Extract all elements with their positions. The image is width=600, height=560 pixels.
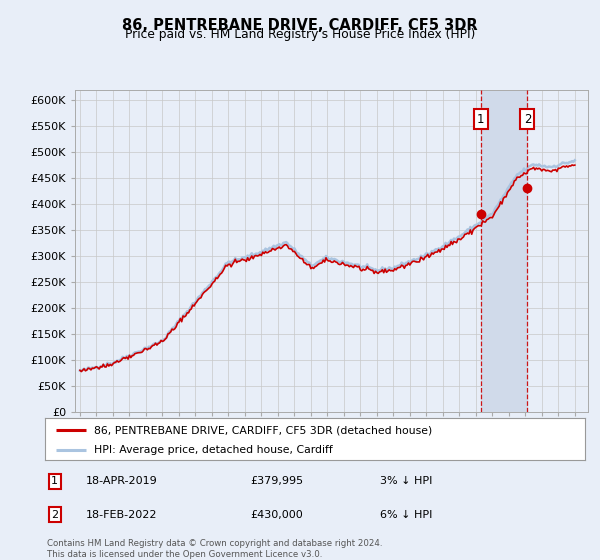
Text: 1: 1 [477, 113, 484, 125]
Text: 18-FEB-2022: 18-FEB-2022 [86, 510, 157, 520]
Text: 3% ↓ HPI: 3% ↓ HPI [380, 476, 432, 486]
Text: 2: 2 [524, 113, 531, 125]
Text: Contains HM Land Registry data © Crown copyright and database right 2024.
This d: Contains HM Land Registry data © Crown c… [47, 539, 382, 559]
Text: HPI: Average price, detached house, Cardiff: HPI: Average price, detached house, Card… [94, 445, 332, 455]
Text: Price paid vs. HM Land Registry's House Price Index (HPI): Price paid vs. HM Land Registry's House … [125, 28, 475, 41]
Text: 1: 1 [51, 476, 58, 486]
Text: £379,995: £379,995 [250, 476, 304, 486]
Text: 6% ↓ HPI: 6% ↓ HPI [380, 510, 432, 520]
Text: 86, PENTREBANE DRIVE, CARDIFF, CF5 3DR: 86, PENTREBANE DRIVE, CARDIFF, CF5 3DR [122, 18, 478, 33]
Text: 86, PENTREBANE DRIVE, CARDIFF, CF5 3DR (detached house): 86, PENTREBANE DRIVE, CARDIFF, CF5 3DR (… [94, 425, 432, 435]
Bar [481, 90, 527, 412]
Text: 2: 2 [51, 510, 58, 520]
Text: £430,000: £430,000 [250, 510, 303, 520]
Text: 18-APR-2019: 18-APR-2019 [86, 476, 157, 486]
